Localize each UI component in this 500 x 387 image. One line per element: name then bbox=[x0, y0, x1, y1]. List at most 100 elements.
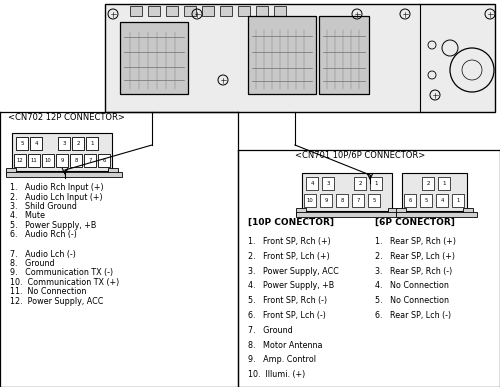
Text: 7.   Ground: 7. Ground bbox=[248, 326, 293, 335]
Text: 3.   Power Supply, ACC: 3. Power Supply, ACC bbox=[248, 267, 339, 276]
Bar bbox=[322, 177, 334, 190]
Text: 2.   Audio Lch Input (+): 2. Audio Lch Input (+) bbox=[10, 192, 102, 202]
Bar bbox=[105, 4, 495, 112]
Text: 5.   Front SP, Rch (-): 5. Front SP, Rch (-) bbox=[248, 296, 327, 305]
Bar bbox=[296, 208, 306, 215]
Bar bbox=[452, 194, 464, 207]
Text: 9: 9 bbox=[324, 198, 328, 203]
Text: 8: 8 bbox=[340, 198, 344, 203]
Text: 5: 5 bbox=[20, 141, 24, 146]
Text: 2.   Rear SP, Lch (+): 2. Rear SP, Lch (+) bbox=[375, 252, 455, 261]
Text: 5.   No Connection: 5. No Connection bbox=[375, 296, 449, 305]
Text: 3.   Rear SP, Rch (-): 3. Rear SP, Rch (-) bbox=[375, 267, 452, 276]
Text: 5: 5 bbox=[424, 198, 428, 203]
Text: 3: 3 bbox=[62, 141, 66, 146]
Text: 5: 5 bbox=[372, 198, 376, 203]
Bar bbox=[84, 154, 96, 167]
Text: 8.   Motor Antenna: 8. Motor Antenna bbox=[248, 341, 322, 349]
Bar bbox=[306, 177, 318, 190]
Text: 1: 1 bbox=[374, 181, 378, 186]
Bar bbox=[6, 168, 16, 175]
Bar bbox=[274, 6, 286, 16]
Text: 11: 11 bbox=[30, 158, 38, 163]
Text: 4: 4 bbox=[34, 141, 38, 146]
Bar bbox=[319, 16, 369, 94]
Bar bbox=[436, 194, 448, 207]
Text: 6.   Front SP, Lch (-): 6. Front SP, Lch (-) bbox=[248, 311, 326, 320]
Bar bbox=[296, 212, 402, 217]
Text: 4.   Mute: 4. Mute bbox=[10, 212, 45, 221]
Bar bbox=[354, 177, 366, 190]
Bar bbox=[396, 208, 406, 215]
Text: 2: 2 bbox=[358, 181, 362, 186]
Bar bbox=[368, 194, 380, 207]
Text: 6: 6 bbox=[408, 198, 412, 203]
Bar bbox=[422, 177, 434, 190]
Text: 2: 2 bbox=[76, 141, 80, 146]
Bar bbox=[370, 177, 382, 190]
Bar bbox=[336, 194, 348, 207]
Text: 1.   Audio Rch Input (+): 1. Audio Rch Input (+) bbox=[10, 183, 104, 192]
Bar bbox=[420, 194, 432, 207]
Text: 2: 2 bbox=[426, 181, 430, 186]
Text: 3: 3 bbox=[326, 181, 330, 186]
Text: 6.   Audio Rch (-): 6. Audio Rch (-) bbox=[10, 231, 77, 240]
Bar bbox=[72, 137, 84, 150]
Text: 9: 9 bbox=[60, 158, 64, 163]
Text: 1.   Rear SP, Rch (+): 1. Rear SP, Rch (+) bbox=[375, 237, 456, 246]
Text: 10: 10 bbox=[44, 158, 52, 163]
Bar bbox=[302, 173, 392, 211]
Text: 10.  Communication TX (+): 10. Communication TX (+) bbox=[10, 278, 120, 287]
Text: 7: 7 bbox=[88, 158, 92, 163]
Text: 5.   Power Supply, +B: 5. Power Supply, +B bbox=[10, 221, 97, 230]
Bar bbox=[402, 173, 467, 211]
Text: [10P CONECTOR]: [10P CONECTOR] bbox=[248, 218, 334, 227]
Bar bbox=[16, 137, 28, 150]
Bar bbox=[404, 194, 416, 207]
Text: <CN701 10P/6P CONNECTOR>: <CN701 10P/6P CONNECTOR> bbox=[295, 151, 425, 160]
Text: 8: 8 bbox=[74, 158, 78, 163]
Text: 10.  Illumi. (+): 10. Illumi. (+) bbox=[248, 370, 305, 379]
Bar bbox=[86, 137, 98, 150]
Bar bbox=[14, 154, 26, 167]
Text: 1: 1 bbox=[90, 141, 94, 146]
Bar bbox=[12, 133, 112, 171]
Bar bbox=[130, 6, 142, 16]
Bar bbox=[238, 6, 250, 16]
Bar bbox=[98, 154, 110, 167]
Bar bbox=[108, 168, 118, 175]
Bar bbox=[220, 6, 232, 16]
Bar bbox=[463, 208, 473, 215]
Text: 9.   Communication TX (-): 9. Communication TX (-) bbox=[10, 269, 113, 277]
Text: 7: 7 bbox=[356, 198, 360, 203]
Text: 6.   Rear SP, Lch (-): 6. Rear SP, Lch (-) bbox=[375, 311, 451, 320]
Bar bbox=[120, 22, 188, 94]
Bar bbox=[58, 137, 70, 150]
Text: 10: 10 bbox=[306, 198, 314, 203]
Bar bbox=[248, 16, 316, 94]
Text: 4.   Power Supply, +B: 4. Power Supply, +B bbox=[248, 281, 334, 290]
Bar bbox=[70, 154, 82, 167]
Text: 12.  Power Supply, ACC: 12. Power Supply, ACC bbox=[10, 297, 104, 306]
Text: 9.   Amp. Control: 9. Amp. Control bbox=[248, 355, 316, 365]
Text: <CN702 12P CONNECTOR>: <CN702 12P CONNECTOR> bbox=[8, 113, 125, 122]
Bar bbox=[42, 154, 54, 167]
Bar bbox=[6, 172, 122, 177]
Text: 2.   Front SP, Lch (+): 2. Front SP, Lch (+) bbox=[248, 252, 330, 261]
Bar bbox=[184, 6, 196, 16]
Bar bbox=[166, 6, 178, 16]
Text: 1.   Front SP, Rch (+): 1. Front SP, Rch (+) bbox=[248, 237, 331, 246]
Bar bbox=[30, 137, 42, 150]
Bar bbox=[202, 6, 214, 16]
Text: 12: 12 bbox=[16, 158, 24, 163]
Bar bbox=[320, 194, 332, 207]
Text: 6: 6 bbox=[102, 158, 106, 163]
Bar bbox=[256, 6, 268, 16]
Text: 3.   Shild Ground: 3. Shild Ground bbox=[10, 202, 77, 211]
Bar bbox=[438, 177, 450, 190]
Text: 8.   Ground: 8. Ground bbox=[10, 259, 54, 268]
Text: 7.   Audio Lch (-): 7. Audio Lch (-) bbox=[10, 250, 76, 259]
Text: [6P CONECTOR]: [6P CONECTOR] bbox=[375, 218, 455, 227]
Bar bbox=[28, 154, 40, 167]
Text: 4: 4 bbox=[310, 181, 314, 186]
